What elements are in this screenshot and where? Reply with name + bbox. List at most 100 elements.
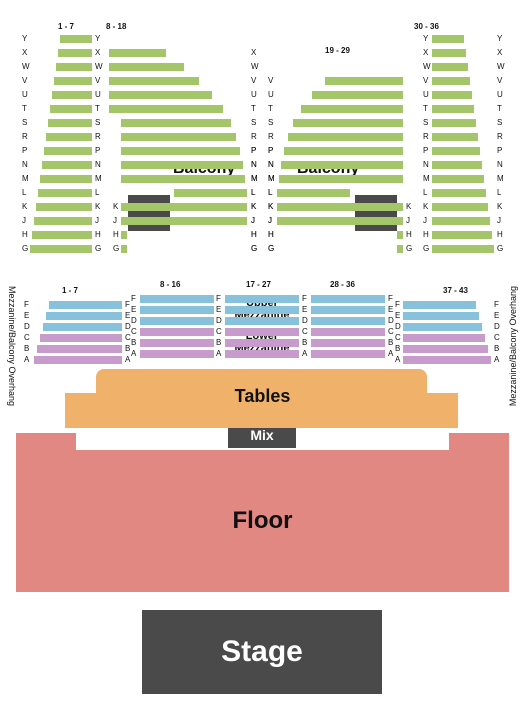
bal-right-outer-row-N[interactable]: [432, 161, 482, 169]
bal-left-inner-row-J[interactable]: [121, 217, 247, 225]
bal-right-outer-row-R[interactable]: [432, 133, 478, 141]
mez-left-outer-row-C[interactable]: [40, 334, 122, 342]
bal-left-outer-row-T[interactable]: [50, 105, 92, 113]
mez-left-inner-row-E[interactable]: [140, 306, 214, 314]
bal-right-inner-row-S[interactable]: [293, 119, 403, 127]
bal-left-outer-row-V[interactable]: [54, 77, 92, 85]
bal-right-inner-row-K[interactable]: [277, 203, 403, 211]
bal-right-inner-row-M[interactable]: [279, 175, 403, 183]
bal-left-inner-row-K[interactable]: [121, 203, 247, 211]
bal-left-inner-row-P[interactable]: [121, 147, 240, 155]
bal-right-inner-lleft-U: U: [268, 90, 274, 99]
mez-left-outer-row-F[interactable]: [49, 301, 122, 309]
mez-right-inner-row-B[interactable]: [311, 339, 385, 347]
mez-right-inner-row-E[interactable]: [311, 306, 385, 314]
mez-right-outer-row-B[interactable]: [403, 345, 488, 353]
bal-right-outer-row-W[interactable]: [432, 63, 468, 71]
mez-right-inner-row-A[interactable]: [311, 350, 385, 358]
bal-left-inner-row-G[interactable]: [121, 245, 127, 253]
bal-left-outer-row-N[interactable]: [42, 161, 92, 169]
bal-right-inner-row-U[interactable]: [312, 91, 403, 99]
bal-left-outer-row-S[interactable]: [48, 119, 92, 127]
bal-right-outer-row-V[interactable]: [432, 77, 470, 85]
mez-center-row-A[interactable]: [225, 350, 299, 358]
mez-left-inner-row-D[interactable]: [140, 317, 214, 325]
mez-center-row-E[interactable]: [225, 306, 299, 314]
bal-right-inner-row-R[interactable]: [288, 133, 403, 141]
mez-center-row-B[interactable]: [225, 339, 299, 347]
bal-right-outer-row-M[interactable]: [432, 175, 484, 183]
bal-left-outer-row-H[interactable]: [32, 231, 92, 239]
floor[interactable]: Floor: [16, 450, 509, 592]
mez-right-inner-row-F[interactable]: [311, 295, 385, 303]
bal-right-inner-row-L[interactable]: [277, 189, 350, 197]
bal-right-outer-row-S[interactable]: [432, 119, 476, 127]
bal-right-outer-row-G[interactable]: [432, 245, 494, 253]
bal-left-inner-row-S[interactable]: [121, 119, 231, 127]
mez-right-inner-row-D[interactable]: [311, 317, 385, 325]
mez-center-row-F[interactable]: [225, 295, 299, 303]
bal-left-inner-row-H[interactable]: [121, 231, 127, 239]
stage[interactable]: Stage: [142, 610, 382, 694]
mez-left-outer-row-E[interactable]: [46, 312, 122, 320]
bal-left-inner-lleft-G: G: [113, 244, 119, 253]
mez-left-outer-row-A[interactable]: [34, 356, 122, 364]
bal-left-outer-row-J[interactable]: [34, 217, 92, 225]
bal-right-inner-row-H[interactable]: [397, 231, 403, 239]
mez-left-inner-row-B[interactable]: [140, 339, 214, 347]
bal-left-outer-row-G[interactable]: [30, 245, 92, 253]
bal-right-outer-lleft-H: H: [423, 230, 429, 239]
bal-left-inner-row-R[interactable]: [121, 133, 236, 141]
bal-left-outer-row-K[interactable]: [36, 203, 92, 211]
mez-left-inner-row-F[interactable]: [140, 295, 214, 303]
bal-left-outer-row-W[interactable]: [56, 63, 92, 71]
mez-right-inner-row-C[interactable]: [311, 328, 385, 336]
bal-left-inner-row-U[interactable]: [109, 91, 212, 99]
bal-left-outer-row-Y[interactable]: [60, 35, 92, 43]
bal-left-outer-row-P[interactable]: [44, 147, 92, 155]
mez-right-outer-row-D[interactable]: [403, 323, 482, 331]
bal-right-inner-row-P[interactable]: [284, 147, 403, 155]
mez-left-outer-row-D[interactable]: [43, 323, 122, 331]
bal-right-inner-row-G[interactable]: [397, 245, 403, 253]
bal-left-inner-row-X[interactable]: [109, 49, 166, 57]
bal-left-inner-lright-V: V: [251, 76, 256, 85]
mez-right-outer-row-E[interactable]: [403, 312, 479, 320]
mez-left-outer-lleft-C: C: [24, 333, 30, 342]
mez-center-row-D[interactable]: [225, 317, 299, 325]
bal-right-outer-row-Y[interactable]: [432, 35, 464, 43]
mez-center-row-C[interactable]: [225, 328, 299, 336]
bal-left-outer-row-L[interactable]: [38, 189, 92, 197]
mez-left-inner-row-A[interactable]: [140, 350, 214, 358]
bal-left-outer-row-U[interactable]: [52, 91, 92, 99]
bal-right-inner-row-N[interactable]: [281, 161, 403, 169]
bal-left-inner-row-W[interactable]: [109, 63, 184, 71]
bal-left-inner-row-T[interactable]: [109, 105, 223, 113]
bal-right-outer-row-X[interactable]: [432, 49, 466, 57]
bal-left-inner-row-N[interactable]: [121, 161, 243, 169]
mez-right-outer-row-A[interactable]: [403, 356, 491, 364]
bal-right-inner-row-J[interactable]: [277, 217, 403, 225]
bal-right-outer-lright-H: H: [497, 230, 503, 239]
mez-right-inner-seatrange: 28 - 36: [330, 280, 355, 289]
bal-left-inner-row-V[interactable]: [109, 77, 199, 85]
bal-right-inner-row-T[interactable]: [301, 105, 403, 113]
bal-right-outer-row-P[interactable]: [432, 147, 480, 155]
mez-left-outer-row-B[interactable]: [37, 345, 122, 353]
bal-left-inner-row-M[interactable]: [121, 175, 245, 183]
bal-left-outer-row-R[interactable]: [46, 133, 92, 141]
bal-right-outer-row-H[interactable]: [432, 231, 492, 239]
bal-right-outer-row-U[interactable]: [432, 91, 472, 99]
bal-left-outer-row-M[interactable]: [40, 175, 92, 183]
bal-left-inner-row-L[interactable]: [174, 189, 247, 197]
floor-step-right: [449, 433, 509, 450]
bal-right-outer-row-L[interactable]: [432, 189, 486, 197]
bal-left-outer-row-X[interactable]: [58, 49, 92, 57]
bal-right-outer-row-T[interactable]: [432, 105, 474, 113]
mez-right-outer-row-C[interactable]: [403, 334, 485, 342]
bal-right-outer-row-K[interactable]: [432, 203, 488, 211]
mez-left-inner-row-C[interactable]: [140, 328, 214, 336]
bal-right-outer-row-J[interactable]: [432, 217, 490, 225]
bal-right-inner-row-V[interactable]: [325, 77, 403, 85]
mez-right-outer-row-F[interactable]: [403, 301, 476, 309]
